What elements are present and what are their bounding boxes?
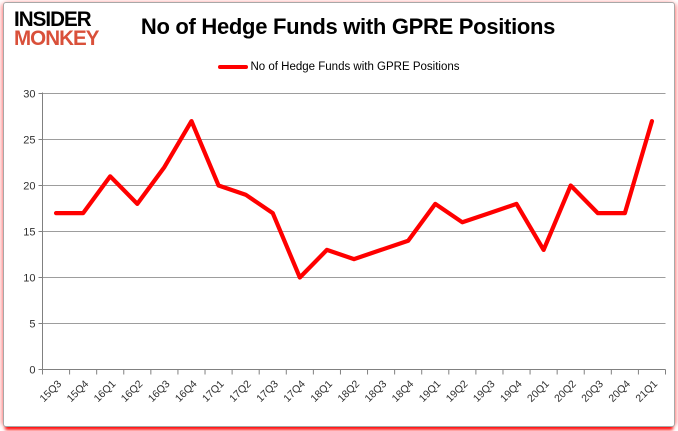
x-tick-label: 18Q1	[308, 378, 335, 405]
x-tick-label: 15Q3	[38, 378, 65, 405]
x-tick-label: 21Q1	[633, 378, 660, 405]
x-tick-label: 17Q1	[200, 378, 227, 405]
y-tick-label: 15	[23, 227, 35, 239]
x-tick-label: 16Q1	[92, 378, 119, 405]
x-tick-label: 20Q2	[552, 378, 579, 405]
y-tick-label: 0	[29, 365, 35, 377]
chart-card: INSIDER MONKEY No of Hedge Funds with GP…	[3, 2, 675, 427]
chart-title: No of Hedge Funds with GPRE Positions	[140, 14, 556, 39]
line-chart-canvas: 0 5 10 15 20 25 30 15Q3 15Q4 16Q1 16Q2 16Q3 16Q4 17Q1…	[23, 89, 666, 405]
y-tick-label: 20	[23, 181, 35, 193]
x-tick-label: 19Q4	[498, 378, 525, 405]
x-tick-label: 19Q2	[444, 378, 471, 405]
logo-text-monkey: MONKEY	[14, 27, 99, 51]
x-tick-label: 19Q3	[471, 378, 498, 405]
x-tick-label: 16Q3	[146, 378, 173, 405]
x-tick-label: 18Q4	[390, 378, 417, 405]
x-tick-label: 20Q3	[579, 378, 606, 405]
y-tick-label: 5	[29, 319, 35, 331]
x-tick-label: 16Q2	[119, 378, 146, 405]
x-tick-label: 20Q4	[606, 378, 633, 405]
x-tick-label: 18Q2	[335, 378, 362, 405]
legend-label: No of Hedge Funds with GPRE Positions	[250, 61, 460, 73]
x-tick-label: 18Q3	[363, 378, 390, 405]
x-tick-label: 17Q2	[227, 378, 254, 405]
x-tick-label: 17Q4	[281, 378, 308, 405]
x-tick-label: 19Q1	[417, 378, 444, 405]
x-tick-label: 15Q4	[65, 378, 92, 405]
legend-line-swatch	[218, 64, 249, 70]
y-tick-label: 25	[23, 135, 35, 147]
x-tick-label: 20Q1	[525, 378, 552, 405]
x-tick-label: 16Q4	[173, 378, 200, 405]
legend: No of Hedge Funds with GPRE Positions	[4, 61, 674, 73]
y-tick-label: 30	[23, 89, 35, 101]
logo-text-insider: INSIDER	[14, 8, 92, 31]
insider-monkey-logo: INSIDER MONKEY	[14, 8, 99, 51]
y-tick-label: 10	[23, 273, 35, 285]
series-line	[53, 118, 655, 280]
x-tick-label: 17Q3	[254, 378, 281, 405]
